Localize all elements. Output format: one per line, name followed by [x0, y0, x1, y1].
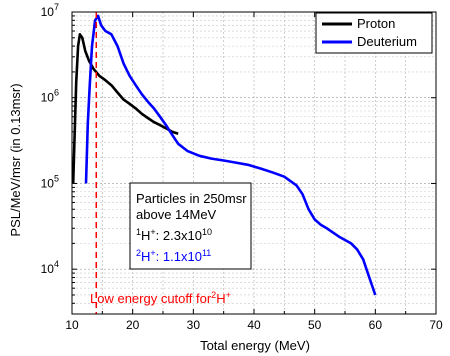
y-tick-exponent: 4: [54, 259, 59, 269]
deuterium-exponent: 11: [202, 248, 211, 258]
y-tick-label: 106: [41, 88, 59, 105]
y-tick-exponent: 6: [54, 88, 59, 98]
cutoff-charge: +: [226, 290, 231, 300]
proton-symbol: H: [141, 228, 150, 243]
annotation-frame: [129, 182, 252, 270]
legend-label-deuterium: Deuterium: [357, 34, 417, 49]
deuterium-charge: +: [150, 248, 155, 258]
cutoff-symbol: H: [216, 291, 225, 306]
x-axis-label: Total energy (MeV): [200, 338, 310, 353]
proton-mass-number: 1: [136, 227, 141, 237]
x-tick-label: 60: [369, 318, 383, 332]
y-tick-label: 105: [41, 173, 59, 190]
cutoff-label-text: Low energy cutoff for: [90, 291, 212, 306]
deuterium-count: : 1.1x10: [156, 249, 202, 264]
y-tick-label: 104: [41, 259, 59, 276]
legend-box: [315, 12, 433, 54]
legend: Proton Deuterium: [315, 12, 433, 54]
y-tick-exponent: 5: [54, 173, 59, 183]
series-line-deuterium: [84, 14, 377, 296]
proton-count: : 2.3x10: [156, 228, 202, 243]
annotation-proton: 1H+: 2.3x1010: [136, 227, 212, 243]
x-tick-label: 10: [65, 318, 79, 332]
x-tick-label: 30: [187, 318, 201, 332]
x-tick-label: 50: [308, 318, 322, 332]
y-tick-exponent: 7: [54, 2, 59, 12]
legend-label-proton: Proton: [357, 16, 395, 31]
annotation-line1: Particles in 250msr: [136, 191, 247, 206]
deuterium-mass-number: 2: [136, 248, 141, 258]
annotation-deuterium: 2H+: 1.1x1011: [136, 248, 211, 264]
y-tick-label: 107: [41, 2, 59, 19]
cutoff-mass-number: 2: [211, 290, 216, 300]
y-axis-label: PSL/MeV/msr (in 0.13msr): [8, 83, 23, 236]
x-tick-label: 70: [429, 318, 443, 332]
proton-exponent: 10: [202, 227, 212, 237]
annotation-line2: above 14MeV: [136, 207, 217, 222]
grid: [72, 12, 436, 314]
proton-charge: +: [150, 227, 155, 237]
x-tick-label: 20: [126, 318, 140, 332]
annotation-box: Particles in 250msr above 14MeV 1H+: 2.3…: [129, 182, 252, 270]
x-tick-label: 40: [247, 318, 261, 332]
cutoff-label: Low energy cutoff for2H+: [90, 290, 231, 306]
series-group: [71, 14, 377, 296]
series-line-proton: [71, 33, 179, 184]
deuterium-symbol: H: [141, 249, 150, 264]
